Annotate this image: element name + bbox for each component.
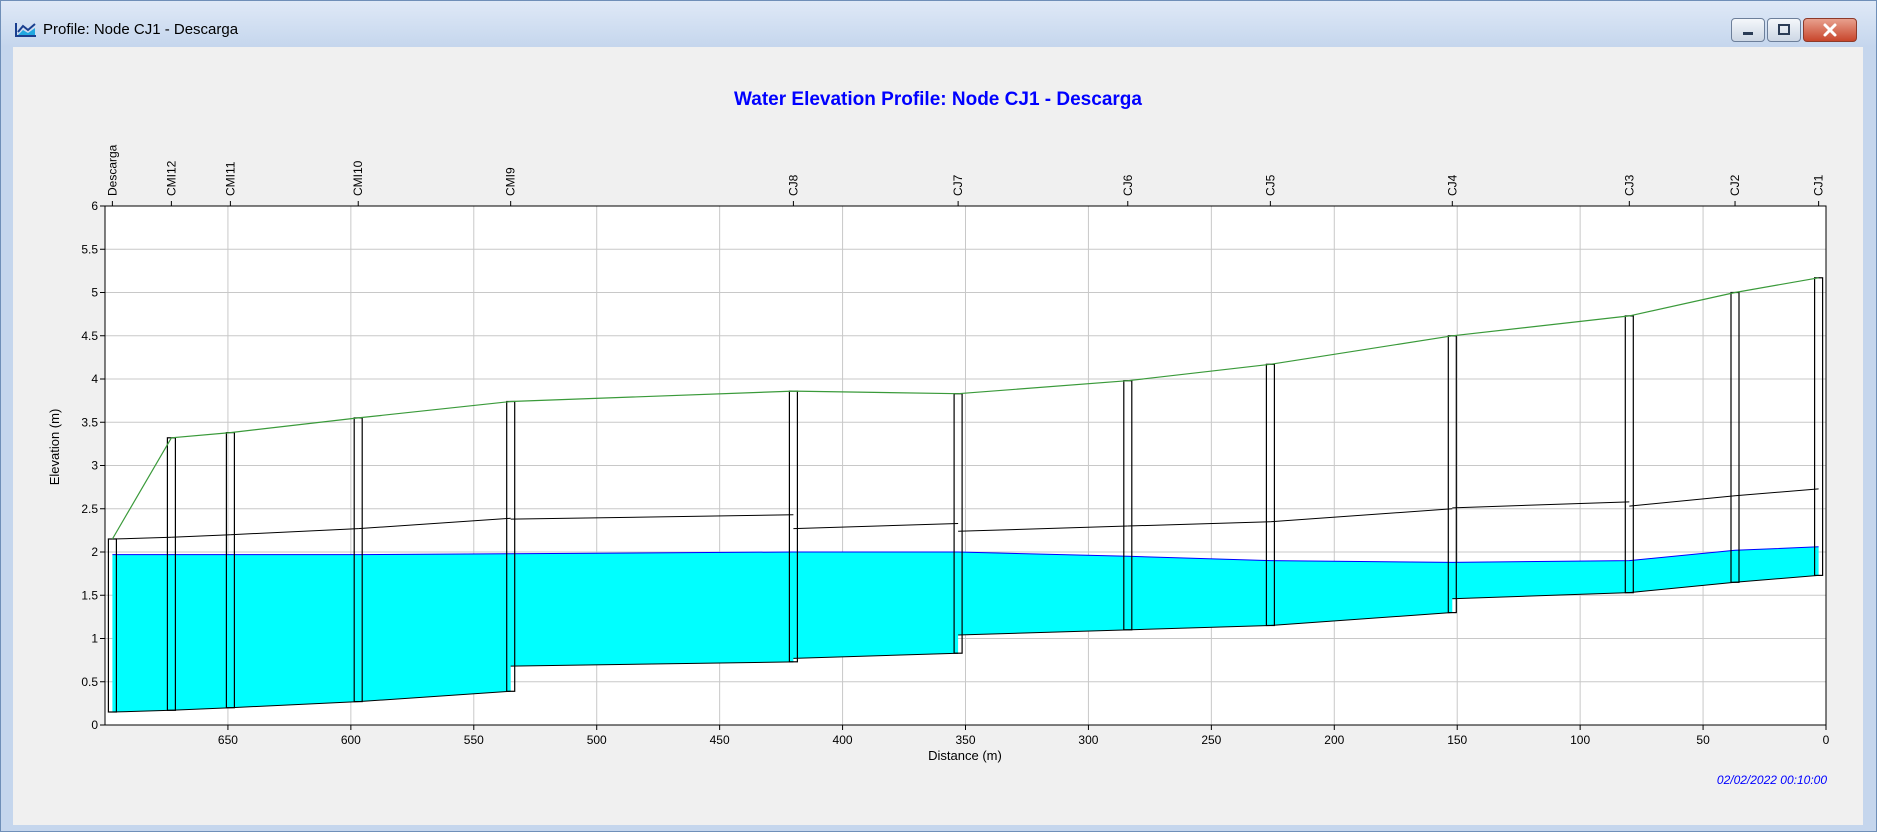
node-label: CJ1 (1812, 174, 1826, 196)
ground-layer (111, 277, 1819, 540)
conduit-invert (358, 690, 511, 703)
node-label: CMI12 (164, 160, 178, 196)
conduit-invert (958, 629, 1128, 636)
node-label: CJ5 (1263, 174, 1277, 196)
x-tick-label: 50 (1696, 733, 1710, 747)
y-axis-label: Elevation (m) (47, 409, 62, 486)
y-tick-label: 6 (91, 199, 98, 213)
conduit-crown (230, 528, 359, 536)
x-tick-label: 100 (1570, 733, 1590, 747)
y-tick-label: 3 (91, 459, 98, 473)
conduit-invert (1734, 574, 1819, 583)
conduit-invert (112, 709, 172, 713)
timestamp: 02/02/2022 00:10:00 (1717, 773, 1827, 787)
x-tick-label: 650 (218, 733, 238, 747)
maximize-button[interactable] (1767, 18, 1801, 42)
conduit-crown (793, 522, 959, 530)
conduit-invert (510, 661, 794, 667)
close-icon (1823, 23, 1837, 37)
title-bar[interactable]: Profile: Node CJ1 - Descarga (1, 1, 1876, 47)
conduit-invert (1270, 612, 1453, 627)
y-tick-label: 4.5 (81, 329, 98, 343)
y-tick-label: 3.5 (81, 415, 98, 429)
x-tick-label: 550 (464, 733, 484, 747)
minimize-icon (1743, 32, 1753, 35)
y-tick-label: 1 (91, 632, 98, 646)
node-label: CMI11 (223, 161, 237, 196)
y-tick-label: 5 (91, 286, 98, 300)
ground-line (111, 277, 1819, 540)
conduit-crown (171, 534, 231, 538)
conduit-crown (1629, 495, 1736, 507)
maximize-icon (1778, 24, 1790, 35)
x-axis-label: Distance (m) (928, 748, 1002, 763)
x-tick-label: 200 (1324, 733, 1344, 747)
node-label: CJ6 (1121, 174, 1135, 196)
x-tick-label: 500 (587, 733, 607, 747)
water-layer (112, 546, 1819, 712)
y-tick-label: 0 (91, 718, 98, 732)
axes: Descarga CMI12 CMI11 CMI10 CMI9 CJ8 CJ7 CJ6 CJ5 C… (81, 144, 1829, 747)
x-tick-label: 600 (341, 733, 361, 747)
node-label: CMI10 (351, 160, 365, 196)
profile-icon (15, 23, 36, 37)
node-label: CJ8 (786, 174, 800, 196)
conduit-invert (1452, 592, 1630, 600)
conduit-invert (1127, 625, 1271, 631)
conduit-crown (958, 525, 1128, 532)
conduit-crown (358, 517, 511, 530)
node-label: CJ2 (1728, 174, 1742, 196)
conduit-invert (171, 707, 231, 711)
x-tick-label: 0 (1823, 733, 1830, 747)
water-fill (112, 546, 1819, 712)
water-surface-line (112, 546, 1819, 563)
x-tick-label: 250 (1201, 733, 1221, 747)
x-tick-label: 400 (833, 733, 853, 747)
conduit-crown (1734, 488, 1819, 497)
y-tick-label: 2.5 (81, 502, 98, 516)
node-label: CJ7 (951, 174, 965, 196)
conduit-invert (1629, 581, 1736, 594)
conduit-crown (112, 536, 172, 540)
close-button[interactable] (1803, 18, 1857, 42)
x-tick-label: 150 (1447, 733, 1467, 747)
conduit-invert (793, 652, 959, 659)
y-tick-label: 0.5 (81, 675, 98, 689)
x-tick-label: 300 (1078, 733, 1098, 747)
window-title: Profile: Node CJ1 - Descarga (43, 21, 239, 38)
chart-panel: Descarga CMI12 CMI11 CMI10 CMI9 CJ8 CJ7 CJ6 CJ5 C… (13, 47, 1863, 825)
conduit-layer (112, 488, 1819, 713)
node-label: CMI9 (504, 167, 518, 196)
minimize-button[interactable] (1731, 18, 1765, 42)
node-label: CJ3 (1622, 174, 1636, 196)
conduit-crown (1127, 521, 1271, 527)
y-tick-label: 1.5 (81, 588, 98, 602)
y-tick-label: 5.5 (81, 242, 98, 256)
conduit-crown (510, 514, 794, 520)
elevation-profile-chart: Descarga CMI12 CMI11 CMI10 CMI9 CJ8 CJ7 CJ6 CJ5 C… (47, 89, 1830, 787)
y-tick-label: 4 (91, 372, 98, 386)
x-tick-label: 350 (955, 733, 975, 747)
manhole (1813, 277, 1824, 577)
conduit-crown (1452, 501, 1630, 509)
conduit-invert (230, 701, 359, 709)
y-tick-label: 2 (91, 545, 98, 559)
x-tick-label: 450 (710, 733, 730, 747)
node-label: Descarga (105, 144, 119, 196)
conduit-crown (1270, 508, 1453, 523)
chart-title: Water Elevation Profile: Node CJ1 - Desc… (734, 89, 1142, 110)
node-label: CJ4 (1445, 174, 1459, 196)
